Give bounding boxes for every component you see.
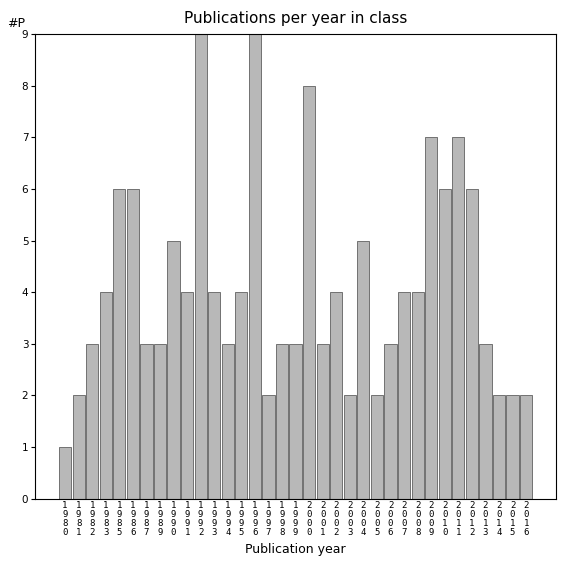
Bar xyxy=(86,344,98,498)
Bar xyxy=(167,240,180,498)
X-axis label: Publication year: Publication year xyxy=(246,543,346,556)
Bar xyxy=(412,292,424,498)
Bar xyxy=(235,292,247,498)
Bar xyxy=(520,395,532,498)
Bar xyxy=(208,292,221,498)
Bar xyxy=(127,189,139,498)
Bar xyxy=(357,240,370,498)
Bar xyxy=(344,395,356,498)
Bar xyxy=(194,34,207,498)
Bar xyxy=(398,292,410,498)
Bar xyxy=(371,395,383,498)
Bar xyxy=(290,344,302,498)
Bar xyxy=(113,189,125,498)
Bar xyxy=(263,395,274,498)
Bar xyxy=(154,344,166,498)
Bar xyxy=(493,395,505,498)
Bar xyxy=(276,344,288,498)
Bar xyxy=(181,292,193,498)
Title: Publications per year in class: Publications per year in class xyxy=(184,11,407,26)
Bar xyxy=(384,344,396,498)
Bar xyxy=(316,344,329,498)
Bar xyxy=(330,292,342,498)
Bar xyxy=(222,344,234,498)
Bar xyxy=(140,344,153,498)
Bar xyxy=(249,34,261,498)
Text: #P: #P xyxy=(7,16,24,29)
Bar xyxy=(439,189,451,498)
Bar xyxy=(466,189,478,498)
Bar xyxy=(100,292,112,498)
Bar xyxy=(425,137,437,498)
Bar xyxy=(479,344,492,498)
Bar xyxy=(73,395,84,498)
Bar xyxy=(303,86,315,498)
Bar xyxy=(59,447,71,498)
Bar xyxy=(506,395,519,498)
Bar xyxy=(452,137,464,498)
